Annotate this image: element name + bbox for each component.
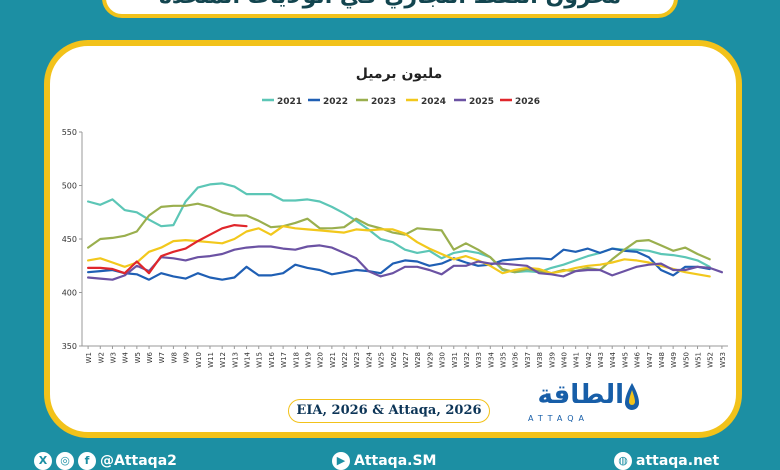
x-tick-label: W25 (378, 352, 386, 368)
social-handle[interactable]: @Attaqa2 (100, 453, 177, 469)
legend-label-2025: 2025 (469, 97, 494, 107)
y-tick-label: 450 (62, 235, 77, 244)
x-tick-label: W12 (219, 352, 227, 368)
x-tick-label: W31 (451, 352, 459, 368)
x-tick-label: W37 (524, 352, 532, 368)
x-tick-label: W19 (304, 352, 312, 368)
x-tick-label: W23 (353, 352, 361, 368)
x-tick-label: W39 (548, 352, 556, 368)
chart-title: مليون برميل (356, 66, 443, 82)
x-tick-label: W15 (256, 352, 264, 368)
x-tick-label: W51 (695, 352, 703, 368)
x-tick-label: W7 (158, 352, 166, 363)
x-tick-label: W17 (280, 352, 288, 368)
x-tick-label: W28 (414, 352, 422, 368)
x-tick-label: W48 (658, 352, 666, 368)
series-line-2026 (87, 224, 248, 275)
x-tick-label: W4 (122, 351, 130, 363)
legend-label-2024: 2024 (421, 97, 446, 107)
legend-label-2026: 2026 (515, 97, 540, 107)
x-tick-label: W13 (231, 352, 239, 368)
logo-text: الطاقة (537, 380, 624, 410)
x-tick-label: W46 (634, 351, 642, 367)
x-tick-label: W30 (439, 352, 447, 368)
x-tick-label: W40 (560, 352, 568, 368)
x-tick-label: W43 (597, 352, 605, 368)
x-tick-label: W50 (682, 352, 690, 368)
x-icon[interactable]: X (34, 452, 52, 470)
chart-card: مليون برميل 2021 2022 2023 2024 2025 2026 350 40… (44, 40, 742, 438)
x-tick-label: W9 (183, 352, 191, 363)
logo-subtext: ATTAQA (528, 414, 589, 423)
footer-bar: X ◎ f @Attaqa2 ▶ Attaqa.SM ◍ attaqa.net (0, 446, 780, 470)
facebook-icon[interactable]: f (78, 452, 96, 470)
x-tick-label: W5 (134, 352, 142, 363)
x-tick-label: W2 (97, 352, 105, 363)
y-tick-label: 500 (62, 182, 77, 191)
series-line-2022 (87, 247, 711, 281)
x-tick-label: W11 (207, 352, 215, 368)
series-line-2025 (87, 244, 723, 281)
x-tick-label: W29 (426, 352, 434, 368)
x-tick-label: W45 (621, 352, 629, 368)
website-text: attaqa.net (636, 453, 720, 469)
x-tick-label: W36 (512, 351, 520, 367)
x-tick-label: W1 (85, 352, 93, 363)
x-tick-label: W22 (341, 352, 349, 368)
x-tick-label: W32 (463, 352, 471, 368)
source-label: EIA, 2026 & Attaqa, 2026 (288, 399, 490, 423)
x-tick-label: W18 (292, 352, 300, 368)
y-tick-label: 550 (62, 128, 77, 137)
x-tick-label: W42 (585, 352, 593, 368)
x-tick-label: W24 (365, 351, 373, 367)
x-tick-label: W3 (109, 352, 117, 363)
x-tick-label: W49 (670, 352, 678, 368)
x-tick-label: W34 (487, 351, 495, 367)
website-link[interactable]: ◍ attaqa.net (614, 452, 719, 470)
youtube-icon: ▶ (332, 452, 350, 470)
x-tick-label: W20 (317, 352, 325, 368)
legend-label-2022: 2022 (323, 97, 348, 107)
x-tick-label: W6 (146, 351, 154, 363)
x-tick-label: W14 (244, 351, 252, 367)
line-chart: مليون برميل 2021 2022 2023 2024 2025 2026 350 40… (62, 66, 728, 368)
flame-drop-icon (625, 383, 639, 410)
x-tick-label: W27 (402, 352, 410, 368)
series-line-2024 (87, 225, 711, 278)
y-tick-label: 350 (62, 342, 77, 351)
x-tick-label: W52 (707, 352, 715, 368)
x-tick-label: W38 (536, 352, 544, 368)
x-tick-label: W35 (500, 352, 508, 368)
attaqa-logo: الطاقة ATTAQA (524, 380, 644, 430)
instagram-icon[interactable]: ◎ (56, 452, 74, 470)
title-banner: مخزون النفط التجاري في الولايات المتحدة (102, 0, 678, 18)
x-tick-label: W16 (268, 351, 276, 367)
x-tick-label: W33 (475, 352, 483, 368)
sm-handle: Attaqa.SM (354, 453, 437, 469)
legend-label-2021: 2021 (277, 97, 302, 107)
x-tick-label: W8 (170, 352, 178, 363)
x-tick-label: W10 (195, 352, 203, 368)
x-tick-label: W21 (329, 352, 337, 368)
x-tick-label: W26 (390, 351, 398, 367)
x-tick-label: W53 (719, 352, 727, 368)
page-title: مخزون النفط التجاري في الولايات المتحدة (106, 0, 674, 9)
youtube-link[interactable]: ▶ Attaqa.SM (332, 452, 436, 470)
legend-label-2023: 2023 (371, 97, 396, 107)
x-tick-label: W44 (609, 351, 617, 367)
globe-icon: ◍ (614, 452, 632, 470)
y-tick-label: 400 (62, 289, 77, 298)
social-links: X ◎ f @Attaqa2 (34, 452, 177, 470)
x-tick-label: W41 (573, 352, 581, 368)
x-tick-label: W47 (646, 352, 654, 368)
